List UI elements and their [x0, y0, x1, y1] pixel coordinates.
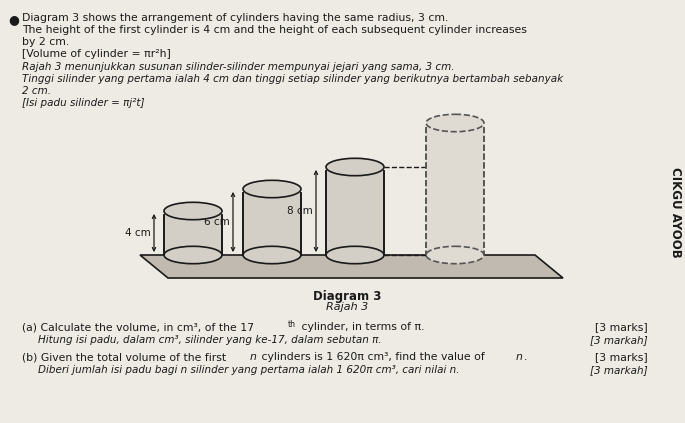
Bar	[326, 167, 384, 255]
Text: by 2 cm.: by 2 cm.	[22, 37, 69, 47]
Bar	[164, 211, 222, 255]
Text: (a) Calculate the volume, in cm³, of the 17: (a) Calculate the volume, in cm³, of the…	[22, 322, 254, 332]
Bar	[243, 189, 301, 255]
Text: ●: ●	[8, 13, 19, 26]
Text: Diagram 3: Diagram 3	[313, 290, 382, 303]
Text: [3 markah]: [3 markah]	[590, 335, 648, 345]
Text: CIKGU AYOOB: CIKGU AYOOB	[669, 167, 682, 257]
Ellipse shape	[243, 246, 301, 264]
Text: 8 cm: 8 cm	[287, 206, 313, 216]
Bar	[426, 123, 484, 255]
Text: Tinggi silinder yang pertama ialah 4 cm dan tinggi setiap silinder yang berikutn: Tinggi silinder yang pertama ialah 4 cm …	[22, 74, 563, 84]
Ellipse shape	[164, 202, 222, 220]
Ellipse shape	[426, 246, 484, 264]
Text: cylinders is 1 620π cm³, find the value of: cylinders is 1 620π cm³, find the value …	[258, 352, 488, 362]
Polygon shape	[140, 255, 563, 278]
Text: 4 cm: 4 cm	[125, 228, 151, 238]
Text: The height of the first cylinder is 4 cm and the height of each subsequent cylin: The height of the first cylinder is 4 cm…	[22, 25, 527, 35]
Text: Diberi jumlah isi padu bagi n silinder yang pertama ialah 1 620π cm³, cari nilai: Diberi jumlah isi padu bagi n silinder y…	[38, 365, 460, 375]
Text: .: .	[524, 352, 531, 362]
Text: n: n	[516, 352, 523, 362]
Ellipse shape	[426, 114, 484, 132]
Text: (b) Given the total volume of the first: (b) Given the total volume of the first	[22, 352, 229, 362]
Text: Rajah 3 menunjukkan susunan silinder-silinder mempunyai jejari yang sama, 3 cm.: Rajah 3 menunjukkan susunan silinder-sil…	[22, 62, 455, 72]
Text: [Isi padu silinder = πj²t]: [Isi padu silinder = πj²t]	[22, 98, 145, 108]
Text: [3 marks]: [3 marks]	[595, 322, 648, 332]
Ellipse shape	[164, 246, 222, 264]
Text: n: n	[250, 352, 257, 362]
Text: Diagram 3 shows the arrangement of cylinders having the same radius, 3 cm.: Diagram 3 shows the arrangement of cylin…	[22, 13, 449, 23]
Text: [3 marks]: [3 marks]	[595, 352, 648, 362]
Ellipse shape	[326, 246, 384, 264]
Text: 2 cm.: 2 cm.	[22, 86, 51, 96]
Text: [3 markah]: [3 markah]	[590, 365, 648, 375]
Text: [Volume of cylinder = πr²h]: [Volume of cylinder = πr²h]	[22, 49, 171, 59]
Text: th: th	[288, 320, 296, 329]
Ellipse shape	[326, 158, 384, 176]
Text: 6 cm: 6 cm	[204, 217, 230, 227]
Text: cylinder, in terms of π.: cylinder, in terms of π.	[298, 322, 425, 332]
Ellipse shape	[243, 180, 301, 198]
Text: Rajah 3: Rajah 3	[326, 302, 369, 312]
Text: Hitung isi padu, dalam cm³, silinder yang ke-17, dalam sebutan π.: Hitung isi padu, dalam cm³, silinder yan…	[38, 335, 382, 345]
